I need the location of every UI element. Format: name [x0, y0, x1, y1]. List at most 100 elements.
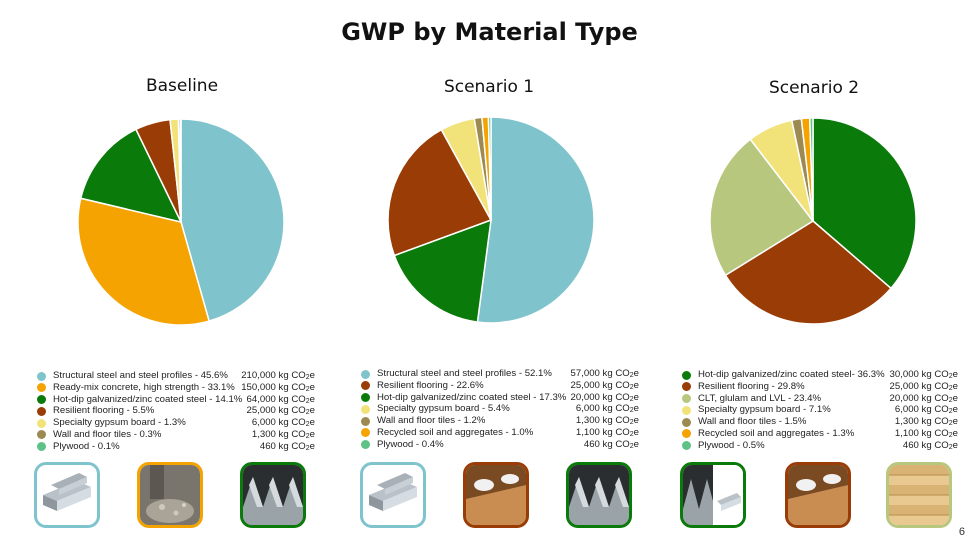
- pie-slice: [79, 128, 183, 224]
- legend-swatch: [37, 395, 46, 405]
- legend-item: Structural steel and steel profiles - 45…: [37, 370, 317, 382]
- legend-value: 20,000 kg CO2e: [889, 392, 958, 404]
- legend-label: Specialty gypsum board - 5.4%: [377, 403, 510, 415]
- legend-label: Structural steel and steel profiles - 45…: [53, 370, 228, 381]
- legend-label: Plywood - 0.5%: [698, 439, 765, 451]
- legend-item: Recycled soil and aggregates - 1.0% 1,100…: [361, 427, 641, 439]
- legend-item: Specialty gypsum board - 1.3% 6,000 kg CO…: [37, 417, 317, 429]
- legend-item: Recycled soil and aggregates - 1.3% 1,100…: [682, 428, 958, 440]
- page-number: 6: [958, 526, 965, 538]
- legend-value: 1,300 kg CO2e: [894, 416, 958, 428]
- pie-slice: [487, 116, 492, 221]
- steel-profiles-image: [34, 462, 100, 528]
- flooring-image: [463, 462, 529, 528]
- legend-item: Plywood - 0.1% 460 kg CO2e: [37, 441, 317, 453]
- pie-slice: [808, 117, 814, 222]
- legend-label: Ready-mix concrete, high strength - 33.1…: [53, 381, 235, 393]
- legend-swatch: [37, 442, 46, 452]
- pie-chart-scenario-1: [387, 116, 595, 324]
- pie-slice: [387, 128, 493, 257]
- legend-value: 150,000 kg CO2e: [241, 381, 315, 393]
- legend-item: Resilient flooring - 22.6% 25,000 kg CO2e: [361, 380, 641, 392]
- legend-label: Wall and floor tiles - 0.3%: [53, 428, 162, 440]
- legend-item: CLT, glulam and LVL - 23.4% 20,000 kg CO2…: [682, 393, 958, 405]
- legend-label: CLT, glulam and LVL - 23.4%: [698, 392, 822, 404]
- legend-value: 25,000 kg CO2e: [570, 379, 639, 391]
- legend-label: Resilient flooring - 5.5%: [53, 405, 155, 417]
- legend-swatch: [361, 381, 370, 391]
- legend-swatch: [361, 440, 370, 450]
- galvanized-steel-image: [680, 462, 746, 528]
- legend-value: 1,100 kg CO2e: [575, 426, 639, 438]
- legend-value: 6,000 kg CO2e: [575, 403, 639, 415]
- legend-label: Hot-dip galvanized/zinc coated steel - 1…: [53, 393, 243, 405]
- galvanized-steel-image: [566, 462, 632, 528]
- legend-item: Specialty gypsum board - 5.4% 6,000 kg CO…: [361, 403, 641, 415]
- chart-title-baseline: Baseline: [145, 76, 219, 96]
- legend-value: 57,000 kg CO2e: [570, 368, 639, 379]
- legend-label: Wall and floor tiles - 1.2%: [377, 415, 486, 427]
- legend-value: 460 kg CO2e: [583, 438, 639, 450]
- legend-label: Structural steel and steel profiles - 52…: [377, 368, 552, 379]
- chart-title-scenario-2: Scenario 2: [768, 78, 860, 98]
- legend-value: 1,300 kg CO2e: [251, 428, 315, 440]
- legend-scenario-1: Structural steel and steel profiles - 52…: [361, 368, 641, 451]
- pie-slice: [476, 116, 595, 324]
- pie-slice: [812, 117, 917, 290]
- legend-baseline: Structural steel and steel profiles - 45…: [37, 370, 317, 453]
- legend-label: Plywood - 0.1%: [53, 440, 120, 452]
- legend-label: Specialty gypsum board - 7.1%: [698, 404, 831, 416]
- legend-item: Wall and floor tiles - 1.2% 1,300 kg CO2e: [361, 415, 641, 427]
- legend-swatch: [361, 404, 370, 414]
- legend-label: Hot-dip galvanized/zinc coated steel- 36…: [698, 369, 885, 380]
- legend-value: 1,100 kg CO2e: [894, 427, 958, 439]
- legend-swatch: [37, 371, 46, 381]
- pie-slice: [724, 220, 893, 325]
- legend-swatch: [37, 383, 46, 393]
- pie-slice: [77, 197, 211, 326]
- legend-value: 460 kg CO2e: [902, 439, 958, 451]
- legend-label: Wall and floor tiles - 1.5%: [698, 416, 807, 428]
- pie-chart-baseline: [77, 118, 285, 326]
- legend-swatch: [361, 416, 370, 426]
- legend-item: Structural steel and steel profiles - 52…: [361, 368, 641, 380]
- legend-item: Hot-dip galvanized/zinc coated steel - 1…: [37, 394, 317, 406]
- legend-swatch: [682, 429, 691, 439]
- legend-swatch: [361, 393, 370, 403]
- legend-item: Plywood - 0.4% 460 kg CO2e: [361, 439, 641, 451]
- legend-swatch: [682, 370, 691, 380]
- chart-title-scenario-1: Scenario 1: [443, 77, 535, 97]
- legend-swatch: [682, 417, 691, 427]
- legend-value: 64,000 kg CO2e: [246, 393, 315, 405]
- clt-image: [886, 462, 952, 528]
- legend-item: Wall and floor tiles - 0.3% 1,300 kg CO2e: [37, 429, 317, 441]
- pie-slice: [393, 218, 492, 323]
- pie-slice: [709, 138, 815, 277]
- legend-swatch: [682, 382, 691, 392]
- legend-label: Recycled soil and aggregates - 1.0%: [377, 426, 534, 438]
- legend-swatch: [361, 369, 370, 379]
- concrete-image: [137, 462, 203, 528]
- legend-value: 25,000 kg CO2e: [246, 405, 315, 417]
- legend-swatch: [682, 441, 691, 451]
- legend-value: 25,000 kg CO2e: [889, 380, 958, 392]
- legend-item: Ready-mix concrete, high strength - 33.1…: [37, 382, 317, 394]
- legend-value: 30,000 kg CO2e: [889, 369, 958, 380]
- pie-chart-scenario-2: [709, 117, 917, 325]
- legend-value: 6,000 kg CO2e: [894, 404, 958, 416]
- legend-swatch: [682, 394, 691, 404]
- legend-item: Resilient flooring - 29.8% 25,000 kg CO2e: [682, 381, 958, 393]
- legend-label: Specialty gypsum board - 1.3%: [53, 417, 186, 429]
- legend-swatch: [37, 418, 46, 428]
- legend-item: Hot-dip galvanized/zinc coated steel - 1…: [361, 392, 641, 404]
- legend-item: Plywood - 0.5% 460 kg CO2e: [682, 440, 958, 452]
- flooring-image: [785, 462, 851, 528]
- page-title: GWP by Material Type: [341, 18, 638, 46]
- legend-swatch: [682, 405, 691, 415]
- legend-label: Hot-dip galvanized/zinc coated steel - 1…: [377, 391, 567, 403]
- galvanized-steel-image: [240, 462, 306, 528]
- steel-profiles-image: [360, 462, 426, 528]
- legend-item: Wall and floor tiles - 1.5% 1,300 kg CO2e: [682, 416, 958, 428]
- pie-slice: [179, 118, 182, 223]
- legend-label: Recycled soil and aggregates - 1.3%: [698, 427, 855, 439]
